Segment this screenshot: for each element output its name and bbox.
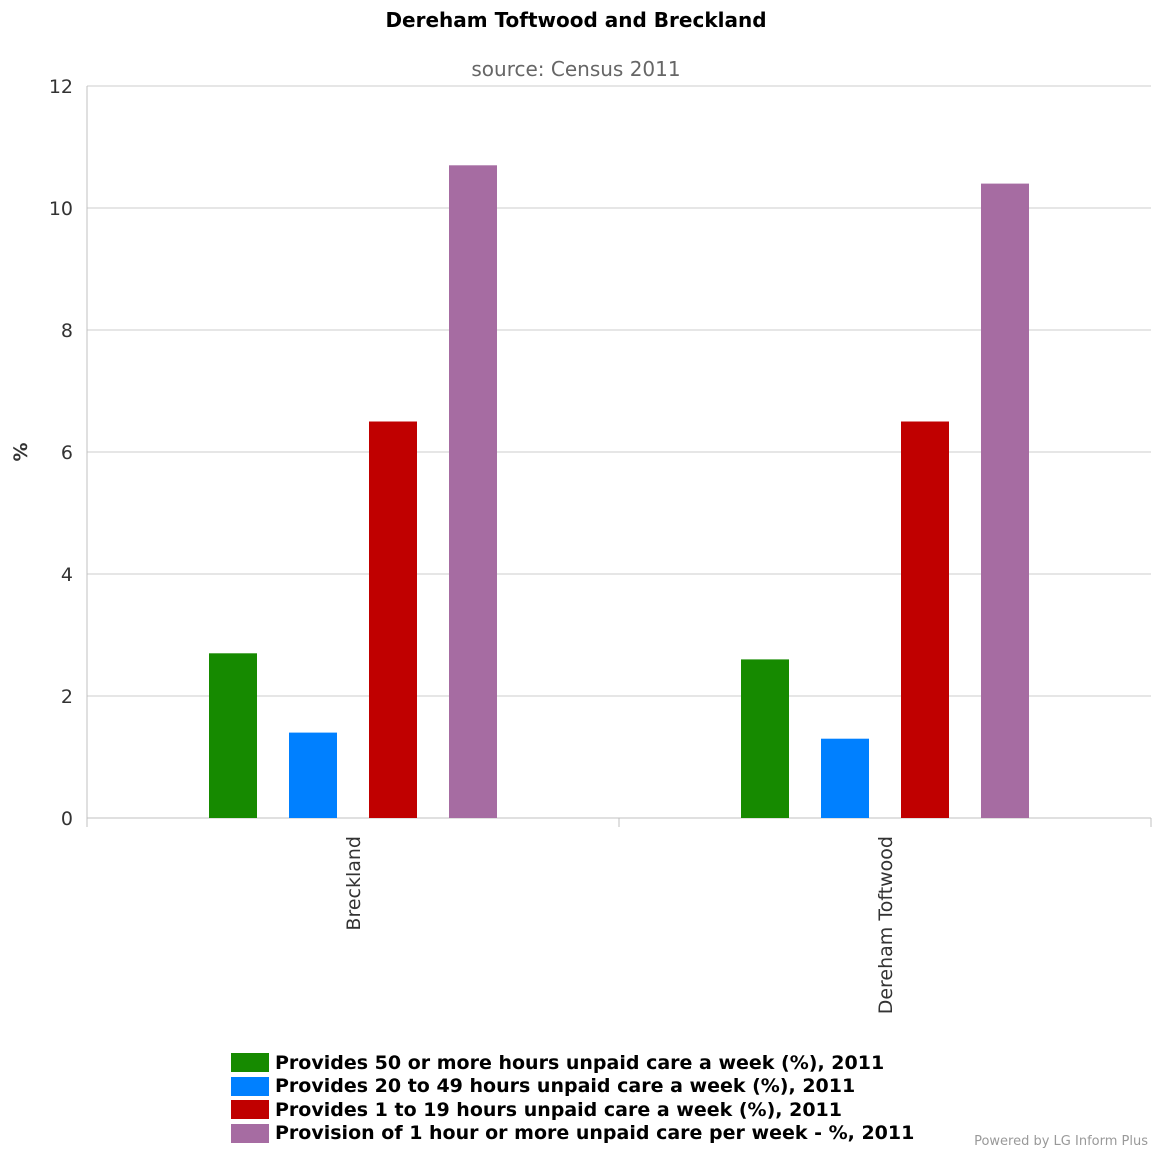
legend-swatch — [231, 1076, 269, 1096]
chart-subtitle: source: Census 2011 — [471, 57, 681, 81]
bar[interactable] — [741, 659, 789, 818]
legend-item[interactable]: Provides 50 or more hours unpaid care a … — [231, 1051, 914, 1075]
legend-item[interactable]: Provides 1 to 19 hours unpaid care a wee… — [231, 1098, 914, 1122]
y-tick-label: 2 — [61, 686, 73, 708]
legend-label: Provides 1 to 19 hours unpaid care a wee… — [275, 1098, 842, 1121]
gridlines — [87, 85, 1151, 819]
y-tick-label: 0 — [61, 808, 73, 830]
legend-item[interactable]: Provides 20 to 49 hours unpaid care a we… — [231, 1075, 914, 1099]
powered-by-credit[interactable]: Powered by LG Inform Plus — [974, 1134, 1148, 1149]
x-tick-label: Dereham Toftwood — [875, 836, 897, 1014]
x-tick-label: Breckland — [343, 836, 365, 931]
legend: Provides 50 or more hours unpaid care a … — [231, 1051, 914, 1145]
bar-chart: 0 2 4 6 8 10 12% Breckland Dereham Toftwood — [10, 76, 1152, 1014]
legend-swatch — [231, 1100, 269, 1120]
legend-label: Provision of 1 hour or more unpaid care … — [275, 1122, 915, 1145]
y-axis-title: % — [10, 442, 32, 461]
legend-label: Provides 50 or more hours unpaid care a … — [275, 1051, 885, 1074]
bar[interactable] — [449, 165, 497, 819]
bar[interactable] — [369, 421, 417, 819]
bars — [209, 165, 1029, 819]
y-tick-label: 8 — [61, 320, 73, 342]
legend-swatch — [231, 1123, 269, 1143]
bar[interactable] — [981, 183, 1029, 819]
bar[interactable] — [289, 732, 337, 818]
chart-title: Dereham Toftwood and Breckland — [385, 8, 767, 32]
y-tick-label: 6 — [61, 442, 73, 464]
y-tick-label: 10 — [49, 198, 73, 220]
bar[interactable] — [821, 738, 869, 818]
y-tick-label: 4 — [61, 564, 73, 586]
legend-item[interactable]: Provision of 1 hour or more unpaid care … — [231, 1122, 914, 1146]
legend-label: Provides 20 to 49 hours unpaid care a we… — [275, 1075, 856, 1098]
y-tick-label: 12 — [49, 76, 73, 98]
bar[interactable] — [209, 653, 257, 818]
legend-swatch — [231, 1053, 269, 1073]
axes: 0 2 4 6 8 10 12% Breckland Dereham Toftwood — [10, 76, 1152, 1014]
bar[interactable] — [901, 421, 949, 819]
